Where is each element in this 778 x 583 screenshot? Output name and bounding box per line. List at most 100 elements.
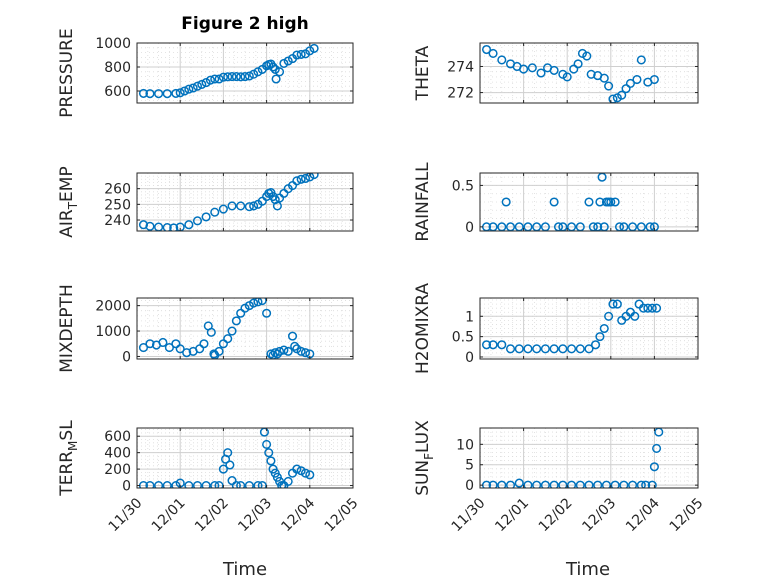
data-markers [138, 43, 319, 99]
data-point [610, 480, 620, 488]
data-point [599, 323, 609, 334]
data-point [575, 480, 585, 488]
data-point [199, 339, 209, 349]
data-point [290, 341, 300, 351]
data-point [582, 51, 592, 61]
data-point [586, 69, 596, 79]
data-point [192, 81, 203, 91]
data-markers [138, 298, 315, 359]
x-tick-label: 12/04 [623, 495, 663, 535]
data-point [610, 197, 620, 207]
data-point [514, 344, 524, 354]
subplot-5: 0 1000 2000 MIXDEPTH [57, 284, 354, 373]
data-point [481, 44, 492, 55]
data-point [649, 462, 659, 472]
data-point [590, 340, 601, 350]
data-point [262, 439, 272, 449]
data-point [584, 344, 594, 354]
y-tick-label: 10 [456, 437, 474, 453]
data-point [154, 89, 164, 99]
data-point [154, 480, 164, 488]
data-point [300, 468, 311, 478]
data-point [519, 64, 529, 74]
data-point [488, 340, 498, 350]
x-tick-label: 12/02 [192, 495, 232, 535]
data-point [145, 221, 155, 231]
data-point [201, 212, 211, 222]
axes-box [479, 42, 699, 104]
data-point [305, 470, 315, 480]
y-axis-label: THETA [413, 45, 433, 101]
x-tick-label: 12/05 [667, 495, 707, 535]
data-point [549, 197, 559, 207]
data-point [175, 344, 185, 354]
data-point [236, 201, 246, 211]
y-tick-label: 1000 [95, 324, 131, 340]
data-point [275, 346, 285, 356]
data-point [309, 43, 319, 53]
data-point [205, 75, 215, 85]
plot-area [137, 428, 353, 488]
y-axis-label: RAINFALL [413, 162, 433, 242]
data-point [549, 344, 559, 354]
data-point [188, 83, 198, 93]
data-point [481, 340, 492, 350]
subplot-2: 272 274 THETA [413, 42, 699, 104]
data-point [569, 64, 579, 74]
data-point [647, 303, 657, 313]
axes-box [479, 427, 699, 489]
y-tick-label: 240 [104, 213, 131, 229]
data-point [223, 448, 233, 458]
data-point [649, 74, 659, 85]
y-tick-label: 600 [104, 84, 131, 100]
data-point [584, 197, 594, 207]
x-axis-label-left: Time [222, 559, 267, 580]
axes-box [136, 172, 354, 232]
data-point [536, 68, 546, 78]
y-tick-label: 400 [104, 446, 131, 462]
data-point [599, 73, 609, 83]
data-point [497, 480, 507, 488]
y-tick-label: 1000 [95, 36, 131, 52]
data-point [164, 343, 174, 353]
data-point [558, 344, 568, 354]
data-point [184, 84, 194, 94]
data-point [287, 331, 298, 341]
data-point [584, 480, 594, 488]
data-point [272, 201, 282, 211]
data-point [540, 480, 550, 488]
data-point [514, 478, 524, 488]
x-tick-label: 12/02 [536, 495, 576, 535]
data-point [296, 49, 306, 59]
data-point [214, 480, 224, 488]
data-point [643, 303, 653, 313]
data-point [595, 332, 605, 342]
data-point [244, 202, 254, 212]
data-point [227, 326, 237, 336]
plot-area [137, 298, 353, 359]
data-point [214, 74, 224, 84]
data-point [169, 223, 179, 231]
data-point [641, 480, 651, 488]
x-tick-label: 12/01 [492, 495, 532, 535]
data-point [201, 480, 211, 488]
axes-box [479, 297, 699, 360]
data-point [175, 88, 185, 98]
y-tick-label: 600 [104, 429, 131, 445]
data-point [145, 89, 155, 99]
data-point [300, 173, 311, 184]
y-axis-label: PRESSURE [57, 28, 77, 117]
data-point [540, 344, 550, 354]
data-point [218, 72, 228, 82]
data-point [138, 343, 149, 353]
y-tick-label: 0.5 [452, 178, 474, 194]
x-tick-label: 12/01 [149, 495, 189, 535]
y-tick-label: 0 [465, 220, 474, 236]
data-point [608, 299, 618, 309]
data-point [567, 480, 577, 488]
data-point [266, 456, 276, 466]
axes-box [479, 172, 699, 232]
data-point [501, 197, 511, 207]
data-point [647, 480, 657, 488]
